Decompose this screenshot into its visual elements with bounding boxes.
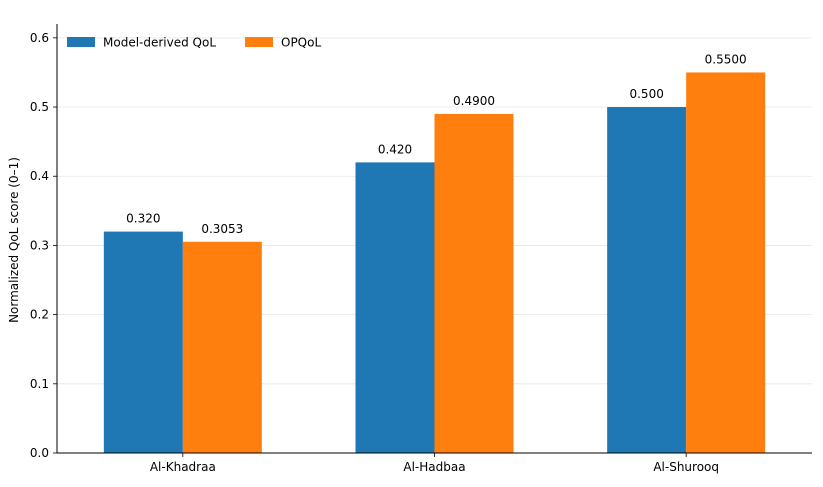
data-labels-layer: 0.320 0.3053 0.420 0.4900 0.500 0.5500 [126,52,747,235]
bar-model-derived [355,162,435,454]
x-tick-label: Al-Shurooq [653,460,719,474]
legend-label-model-derived: Model-derived QoL [103,36,216,50]
legend-swatch-opqol [245,37,273,47]
y-tick-label: 0.3 [30,238,49,252]
bar-model-derived [103,231,183,453]
bar-opqol [434,113,514,454]
bar-value-label: 0.500 [629,87,663,101]
bar-opqol [686,72,766,453]
legend-label-opqol: OPQoL [281,36,321,50]
legend-swatch-model-derived [67,37,95,47]
legend: Model-derived QoL OPQoL [67,36,321,50]
y-tick-label: 0.2 [30,308,49,322]
bar-value-label: 0.420 [378,142,412,156]
y-tick-label: 0.6 [30,31,49,45]
x-tick-label: Al-Khadraa [150,460,216,474]
y-axis-title: Normalized QoL score (0–1) [7,157,21,323]
bar-value-label: 0.320 [126,212,160,226]
bar-value-label: 0.3053 [201,222,243,236]
y-tick-label: 0.1 [30,377,49,391]
bar-value-label: 0.5500 [705,52,747,66]
axes-layer: 0.0 0.1 0.2 0.3 0.4 0.5 0.6 Al-Khadraa Al-Hadbaa… [30,24,812,474]
x-tick-label: Al-Hadbaa [403,460,465,474]
y-tick-label: 0.4 [30,169,49,183]
bar-model-derived [607,107,687,453]
y-tick-label: 0.0 [30,446,49,460]
bars-layer [103,72,766,454]
bar-opqol [182,241,262,453]
y-tick-label: 0.5 [30,100,49,114]
bar-value-label: 0.4900 [453,94,495,108]
